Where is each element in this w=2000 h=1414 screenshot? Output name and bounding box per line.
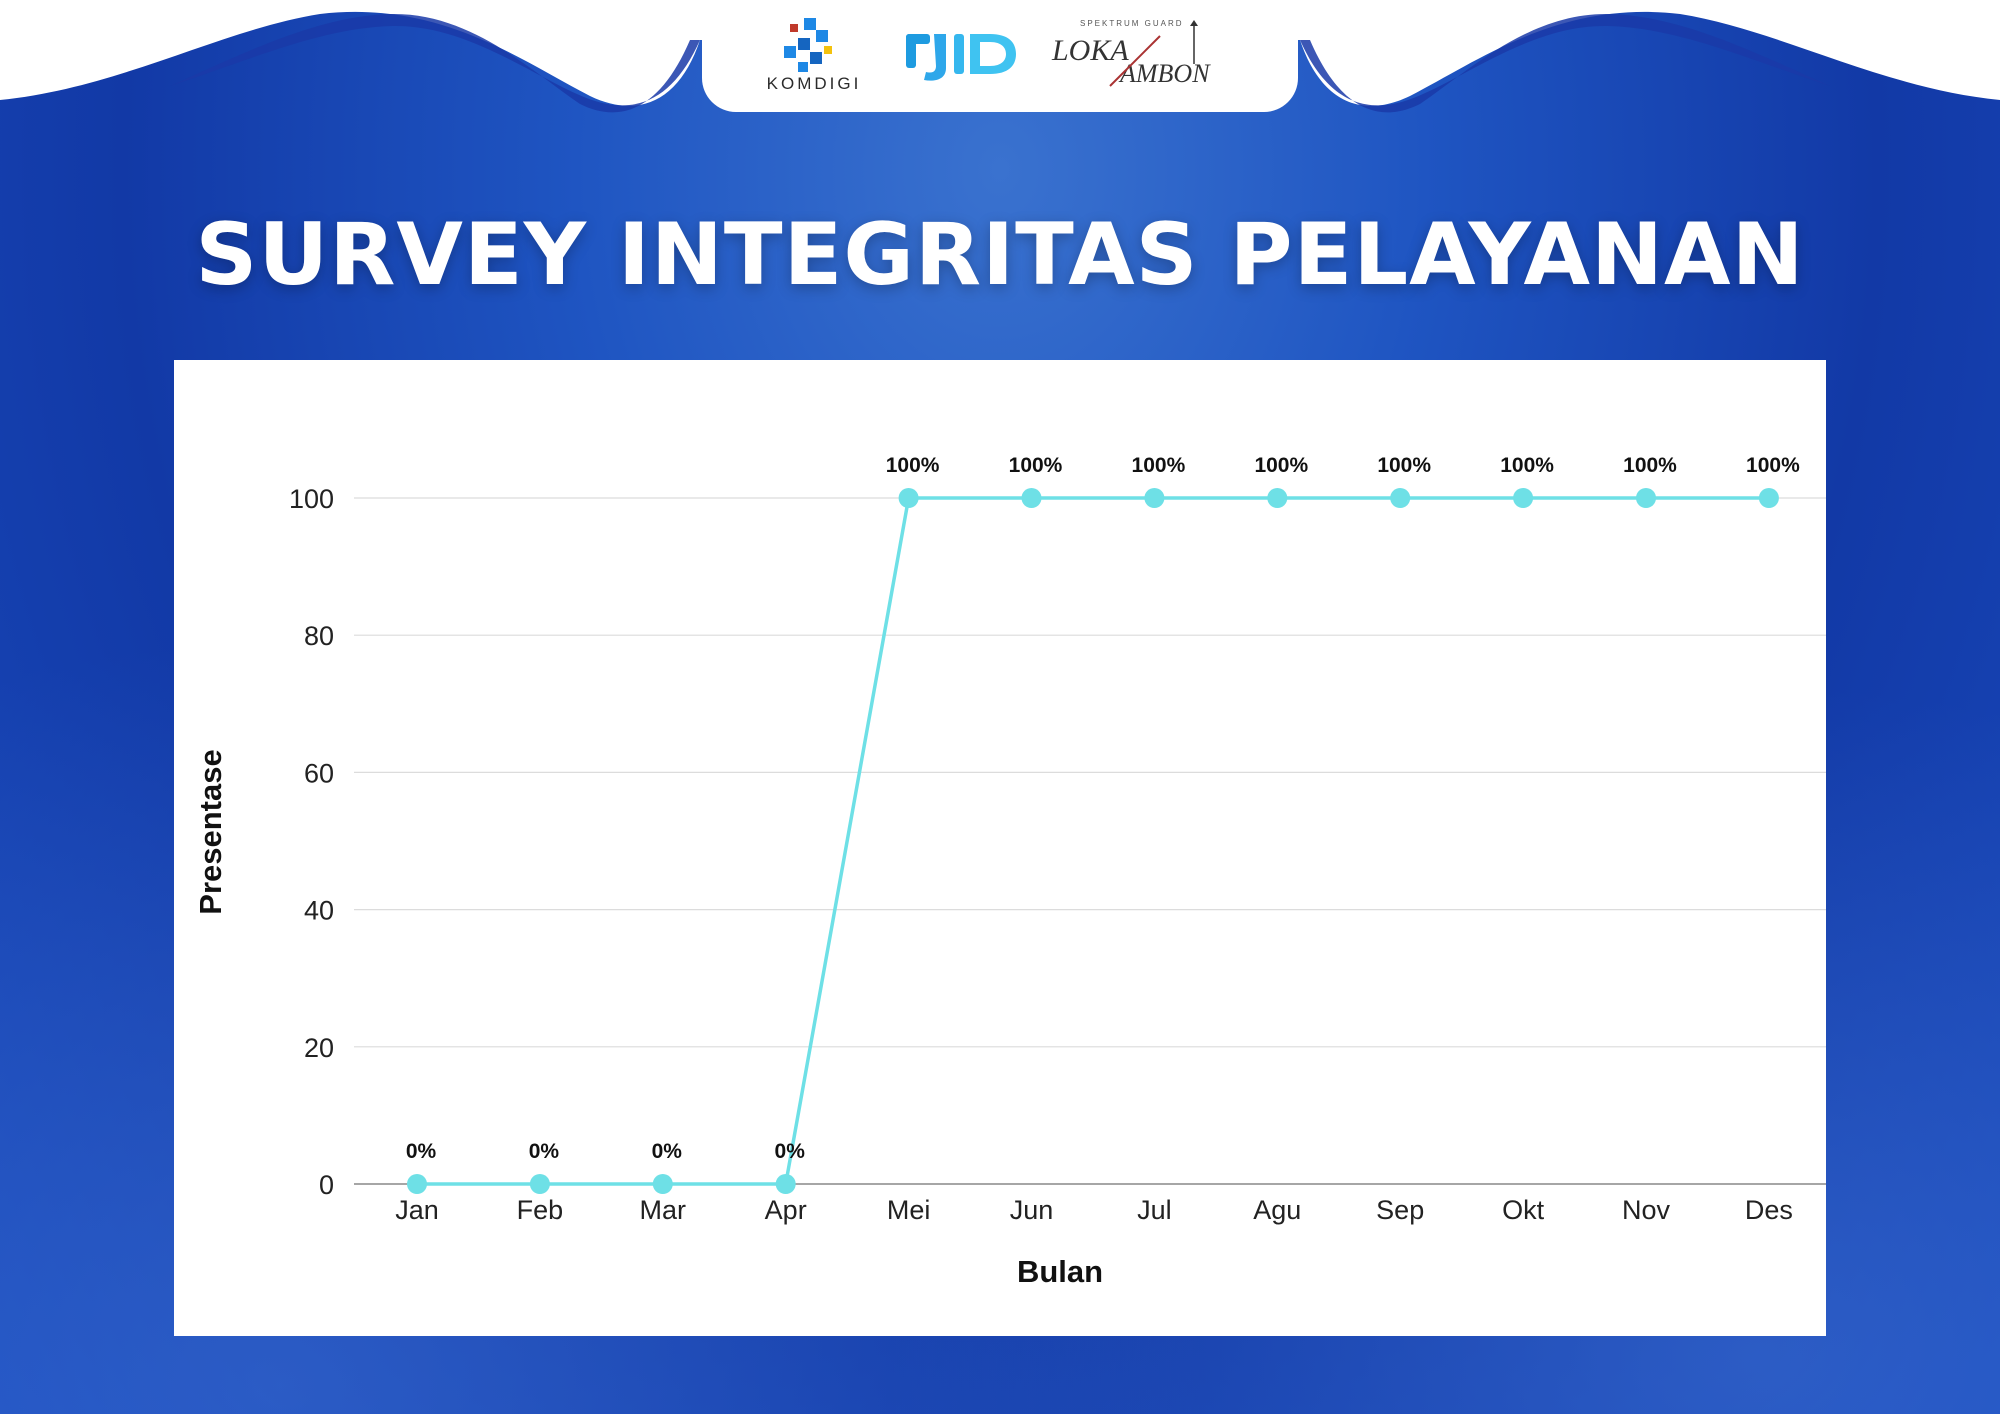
data-points xyxy=(407,488,1779,1194)
data-point xyxy=(1021,488,1042,508)
y-tick-label: 20 xyxy=(304,1033,334,1063)
svg-text:SPEKTRUM GUARD: SPEKTRUM GUARD xyxy=(1080,19,1184,28)
x-tick-label: Jun xyxy=(1010,1195,1054,1225)
x-tick-label: Jul xyxy=(1137,1195,1172,1225)
data-label: 100% xyxy=(1377,454,1431,477)
data-label: 100% xyxy=(886,454,940,477)
x-tick-label: Okt xyxy=(1502,1195,1545,1225)
komdigi-logo xyxy=(784,18,832,72)
data-label: 100% xyxy=(1254,454,1308,477)
y-tick-label: 0 xyxy=(319,1170,334,1200)
top-wave-decoration xyxy=(0,0,2000,113)
x-tick-label: Des xyxy=(1745,1195,1793,1225)
svg-text:LOKA: LOKA xyxy=(1051,34,1129,67)
data-point xyxy=(1758,488,1779,508)
x-tick-label: Apr xyxy=(765,1195,807,1225)
data-label: 100% xyxy=(1500,454,1554,477)
x-tick-label: Agu xyxy=(1253,1195,1301,1225)
chart-card: 0 20 40 60 80 100 Jan Feb Mar Apr Mei Jun Jul Agu Sep… xyxy=(174,360,1826,1336)
data-label: 100% xyxy=(1746,454,1800,477)
y-tick-labels: 0 20 40 60 80 100 xyxy=(289,484,334,1200)
y-tick-label: 40 xyxy=(304,896,334,926)
data-label: 0% xyxy=(529,1140,560,1163)
data-point xyxy=(1144,488,1165,508)
komdigi-logo-text: KOMDIGI xyxy=(766,74,862,93)
data-point xyxy=(898,488,919,508)
data-point xyxy=(407,1174,427,1194)
data-label: 0% xyxy=(652,1140,683,1163)
data-label: 100% xyxy=(1623,454,1677,477)
x-tick-label: Feb xyxy=(517,1195,564,1225)
x-tick-labels: Jan Feb Mar Apr Mei Jun Jul Agu Sep Okt Nov Des xyxy=(395,1195,1793,1225)
data-point xyxy=(1636,488,1656,508)
data-label: 0% xyxy=(406,1140,437,1163)
x-tick-label: Mei xyxy=(887,1195,931,1225)
djid-logo xyxy=(906,34,1016,81)
y-tick-label: 80 xyxy=(304,621,334,651)
loka-ambon-logo: SPEKTRUM GUARD LOKA AMBON xyxy=(1051,19,1211,88)
data-point xyxy=(1513,488,1534,508)
data-label: 100% xyxy=(1132,454,1186,477)
grid-lines xyxy=(354,497,1826,1185)
y-axis-title: Presentase xyxy=(193,749,228,914)
logo-panel: KOMDIGI SPEKTRUM GUARD LOKA AMBON xyxy=(702,0,1298,112)
x-tick-label: Mar xyxy=(640,1195,687,1225)
data-point xyxy=(652,1174,673,1194)
x-tick-label: Sep xyxy=(1376,1195,1424,1225)
data-point xyxy=(1390,488,1411,508)
page-title: SURVEY INTEGRITAS PELAYANAN xyxy=(195,205,1805,305)
x-tick-label: Jan xyxy=(395,1195,439,1225)
data-labels: 0% 0% 0% 0% 100% 100% 100% 100% 100% 100% 100% 100% xyxy=(406,454,1800,1163)
x-axis-title: Bulan xyxy=(1017,1254,1103,1289)
series-line xyxy=(417,496,1769,1186)
y-tick-label: 60 xyxy=(304,758,334,788)
data-point xyxy=(529,1174,550,1194)
y-tick-label: 100 xyxy=(289,484,334,514)
data-point xyxy=(1267,488,1288,508)
x-tick-label: Nov xyxy=(1622,1195,1671,1225)
data-point xyxy=(775,1174,796,1194)
line-chart: 0 20 40 60 80 100 Jan Feb Mar Apr Mei Jun Jul Agu Sep… xyxy=(193,454,1826,1289)
data-label: 100% xyxy=(1009,454,1063,477)
data-label: 0% xyxy=(775,1140,806,1163)
